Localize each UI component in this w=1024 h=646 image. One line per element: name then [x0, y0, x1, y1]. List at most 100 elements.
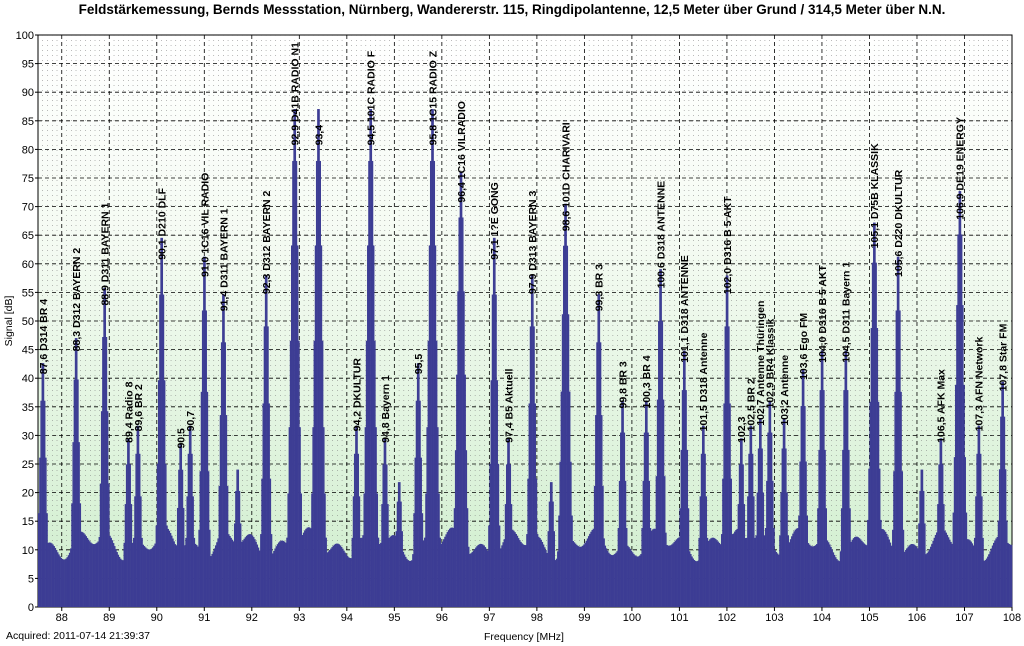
station-annotation: 107,3 AFN Network: [974, 337, 986, 432]
spectrum-bar: [650, 530, 653, 607]
spectrum-bar: [338, 544, 341, 607]
spectrum-bar: [277, 542, 280, 607]
spectrum-bar: [525, 545, 527, 607]
spectrum-bar: [238, 490, 241, 607]
spectrum-bar: [988, 554, 990, 607]
spectrum-bar: [478, 544, 481, 607]
spectrum-bar: [245, 535, 248, 607]
station-annotation: 97,4 B5 Aktuell: [503, 368, 515, 442]
station-annotation: 95,8 1C15 RADIO Z: [427, 50, 439, 145]
spectrum-bar: [472, 550, 475, 607]
spectrum-bar: [928, 549, 931, 607]
spectrum-bar: [185, 537, 187, 607]
spectrum-bar: [134, 496, 136, 607]
spectrum-bar: [779, 535, 781, 607]
spectrum-bar: [685, 390, 687, 607]
spectrum-bar: [437, 427, 439, 607]
y-tick-label: 35: [22, 402, 34, 414]
spectrum-bar: [964, 457, 966, 607]
station-annotation: 99,8 BR 3: [617, 361, 629, 408]
spectrum-bar: [952, 512, 955, 607]
spectrum-bar: [248, 534, 250, 607]
spectrum-bar: [78, 442, 80, 607]
spectrum-bar: [544, 547, 546, 607]
station-annotation: 103,2 Antenne: [779, 355, 791, 426]
spectrum-bar: [281, 540, 283, 607]
spectrum-bar: [353, 453, 356, 607]
spectrum-bar: [198, 529, 200, 607]
spectrum-bar: [465, 450, 468, 607]
spectrum-bar: [484, 547, 487, 607]
spectrum-bar: [275, 546, 278, 607]
spectrum-bar: [313, 340, 316, 607]
spectrum-bar: [542, 544, 545, 607]
spectrum-bar: [522, 544, 525, 607]
spectrum-bar: [609, 554, 611, 607]
spectrum-bar: [271, 553, 274, 607]
spectrum-bar: [848, 449, 850, 607]
spectrum-bar: [545, 550, 547, 607]
spectrum-bar: [410, 560, 413, 607]
spectrum-bar: [919, 490, 921, 607]
spectrum-bar: [323, 427, 325, 607]
x-tick-label: 102: [718, 612, 736, 624]
station-annotation: 106,9 DE19 ENERGY: [955, 117, 967, 220]
spectrum-bar: [551, 482, 553, 607]
x-tick-label: 106: [908, 612, 926, 624]
y-tick-label: 45: [22, 345, 34, 357]
spectrum-bar: [223, 294, 225, 607]
spectrum-bar: [332, 545, 335, 607]
spectrum-bar: [312, 427, 314, 607]
spectrum-bar: [439, 537, 441, 607]
spectrum-bar: [160, 237, 162, 607]
spectrum-bar: [43, 400, 46, 607]
spectrum-bar: [738, 464, 741, 607]
spectrum-bar: [111, 540, 114, 607]
spectrum-bar: [401, 531, 403, 607]
station-annotation: 100,3 BR 4: [641, 355, 653, 408]
spectrum-bar: [876, 328, 879, 607]
spectrum-bar: [243, 538, 245, 607]
chart-title: Feldstärkemessung, Bernds Messstation, N…: [78, 2, 946, 17]
spectrum-bar: [122, 560, 124, 607]
spectrum-bar: [994, 540, 996, 607]
spectrum-bar: [389, 536, 392, 607]
spectrum-bar: [658, 321, 660, 607]
spectrum-bar: [334, 543, 337, 607]
spectrum-bar: [72, 442, 74, 607]
spectrum-bar: [195, 545, 198, 607]
spectrum-bar: [1002, 381, 1004, 607]
spectrum-bar: [846, 390, 849, 607]
spectrum-bar: [671, 544, 673, 607]
spectrum-bar: [731, 534, 734, 607]
spectrum-bar: [984, 560, 987, 607]
spectrum-bar: [81, 532, 84, 607]
spectrum-bar: [655, 476, 658, 607]
y-tick-label: 75: [22, 173, 34, 185]
spectrum-bar: [266, 275, 268, 607]
spectrum-bar: [236, 469, 238, 607]
spectrum-bar: [79, 503, 82, 607]
x-tick-label: 88: [56, 612, 68, 624]
spectrum-bar: [191, 453, 193, 607]
spectrum-bar: [358, 496, 361, 607]
spectrum-bar: [680, 449, 683, 607]
spectrum-bar: [458, 217, 460, 608]
spectrum-bar: [827, 542, 830, 607]
spectrum-bar: [503, 539, 506, 607]
spectrum-bar: [424, 537, 426, 607]
spectrum-bar: [393, 535, 395, 607]
spectrum-bar: [314, 245, 317, 607]
spectrum-bar: [998, 469, 1001, 607]
spectrum-bar: [294, 109, 297, 607]
spectrum-bar: [673, 542, 675, 607]
spectrum-bar: [128, 438, 130, 607]
spectrum-bar: [718, 542, 721, 607]
spectrum-bar: [289, 340, 292, 607]
spectrum-bar: [182, 507, 185, 607]
spectrum-bar: [837, 560, 839, 607]
x-tick-label: 108: [1003, 612, 1021, 624]
spectrum-bar: [817, 508, 819, 607]
spectrum-bar: [585, 540, 588, 607]
spectrum-bar: [405, 556, 407, 607]
